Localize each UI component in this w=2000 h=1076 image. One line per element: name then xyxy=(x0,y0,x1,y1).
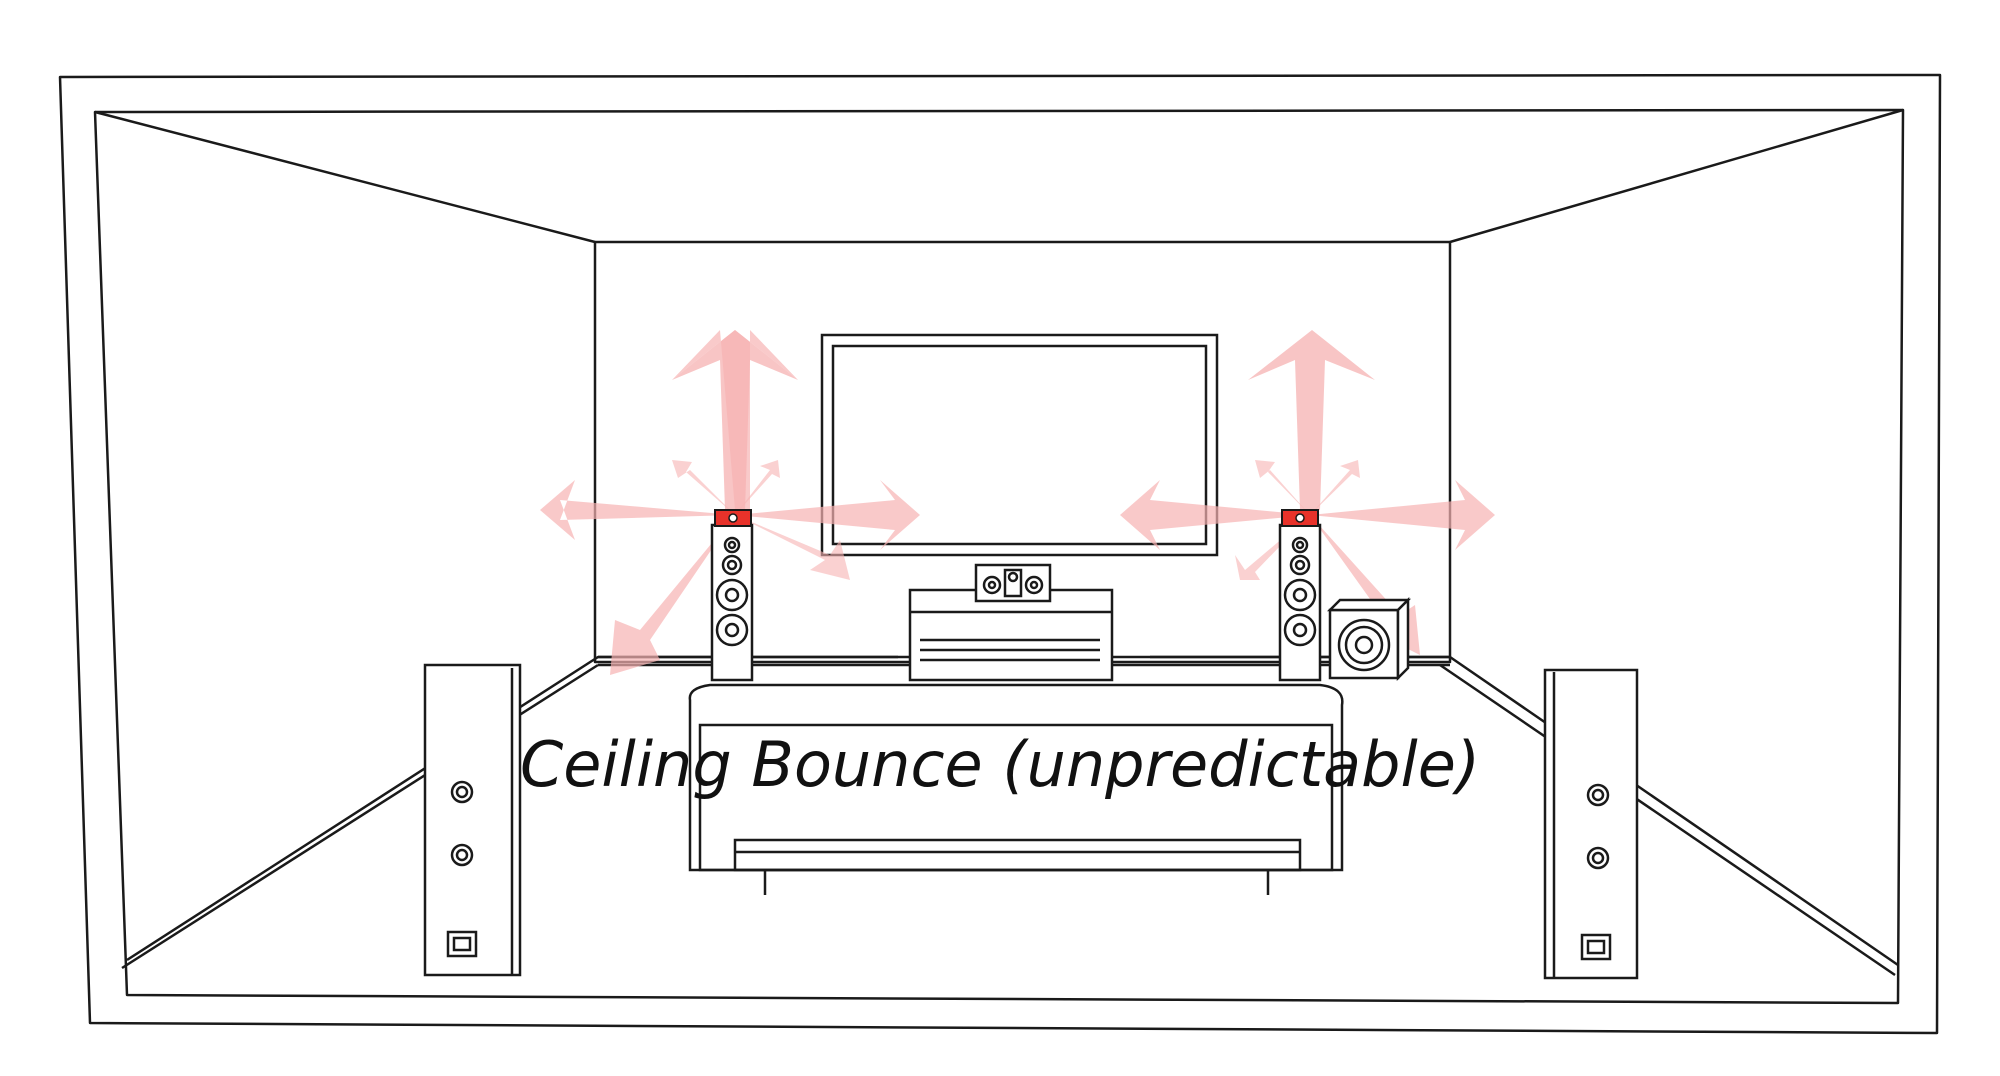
center-channel-speaker xyxy=(974,563,1052,603)
sofa xyxy=(688,683,1344,895)
surround-left-speaker xyxy=(423,663,522,977)
surround-right-speaker xyxy=(1543,668,1639,980)
front-left-tower-speaker xyxy=(710,523,754,682)
upfiring-module-right xyxy=(1281,509,1319,527)
left-arrow-burst xyxy=(540,330,920,675)
media-console xyxy=(908,588,1114,682)
subwoofer xyxy=(1326,596,1412,682)
front-right-tower-speaker xyxy=(1278,523,1322,682)
upfiring-module-left xyxy=(714,509,752,527)
